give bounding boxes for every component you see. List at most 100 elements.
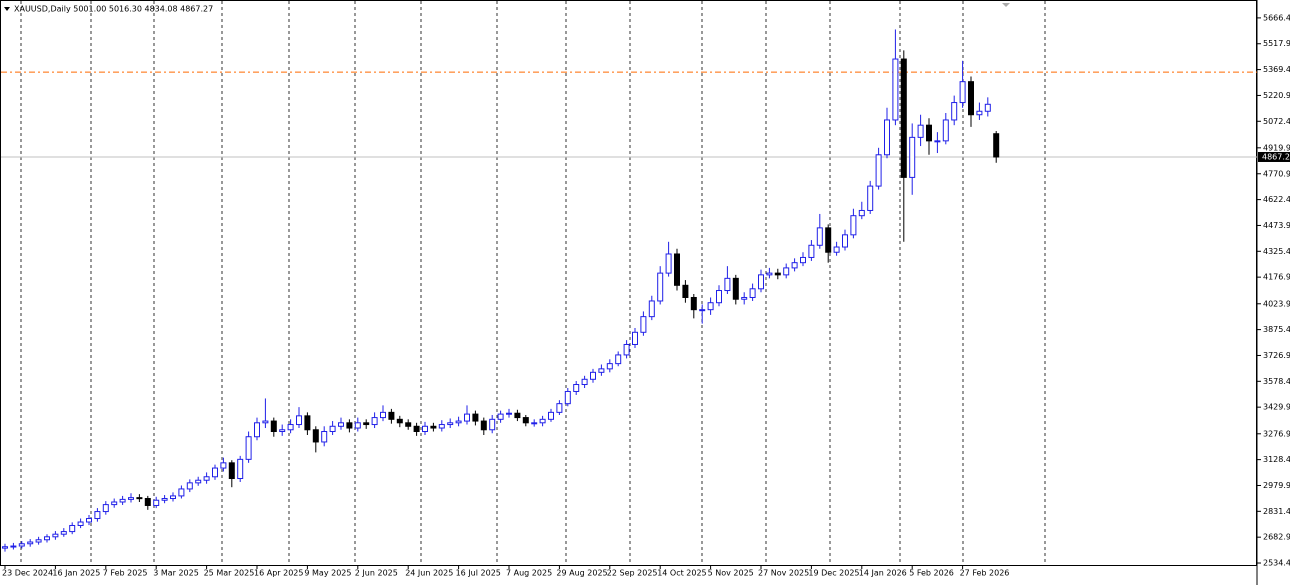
candle-body <box>2 546 8 549</box>
candle-body <box>430 425 437 429</box>
x-tick-label: 29 Aug 2025 <box>556 569 607 578</box>
candle-body <box>657 272 664 302</box>
x-tick-label: 3 Mar 2025 <box>153 569 199 578</box>
candle-body <box>388 411 395 420</box>
x-tick-label: 14 Jan 2026 <box>859 569 907 578</box>
x-tick-label: 24 Jun 2025 <box>405 569 453 578</box>
y-tick-label: 4919.90 <box>1263 143 1290 152</box>
candle-body <box>825 227 832 253</box>
candle-body <box>60 531 67 535</box>
candle-body <box>94 511 101 520</box>
candle-body <box>136 497 143 500</box>
candle-body <box>791 262 798 269</box>
candle-body <box>606 363 613 370</box>
candle-body <box>480 420 487 431</box>
x-tick-label: 7 Feb 2025 <box>103 569 148 578</box>
y-tick-label: 3875.40 <box>1263 325 1290 334</box>
candle-body <box>758 274 764 290</box>
candle-body <box>270 420 277 433</box>
candle-body <box>573 384 580 392</box>
x-tick-label: 22 Sep 2025 <box>607 569 658 578</box>
candle-body <box>556 403 563 413</box>
candle-body <box>850 215 857 236</box>
candle-body <box>77 521 84 526</box>
candle-body <box>228 462 235 479</box>
candle-body <box>69 524 76 533</box>
candle-body <box>833 246 840 253</box>
x-tick-label: 14 Oct 2025 <box>657 569 706 578</box>
candle-body <box>287 424 294 431</box>
x-tick-label: 25 Mar 2025 <box>204 569 255 578</box>
x-tick-label: 27 Feb 2026 <box>960 569 1010 578</box>
candle-body <box>438 424 445 429</box>
candle-body <box>195 479 202 484</box>
candle-body <box>522 417 529 424</box>
chart-title: XAUUSD,Daily 5001.00 5016.30 4834.08 486… <box>14 5 213 14</box>
plot-frame <box>0 0 1257 566</box>
candle-body <box>984 103 991 112</box>
candle-body <box>598 368 605 373</box>
candle-body <box>548 411 554 420</box>
candle-body <box>564 390 571 405</box>
candle-body <box>808 244 815 258</box>
candle-body <box>707 302 714 311</box>
candle-body <box>464 413 470 422</box>
candle-body <box>254 422 260 438</box>
candle-body <box>682 284 689 298</box>
candle-body <box>220 462 227 469</box>
candle-body <box>531 422 538 425</box>
y-tick-label: 3128.40 <box>1263 455 1290 464</box>
shift-marker <box>1002 3 1010 7</box>
menu-icon <box>4 7 10 11</box>
candle-body <box>842 234 848 248</box>
candle-body <box>371 417 378 426</box>
candle-body <box>615 354 622 365</box>
candle-body <box>909 136 916 178</box>
y-tick-label: 3276.90 <box>1263 429 1290 438</box>
y-tick-label: 2682.90 <box>1263 533 1290 542</box>
candle-body <box>951 102 958 121</box>
candle-body <box>44 536 50 541</box>
y-tick-label: 4023.90 <box>1263 299 1290 308</box>
y-tick-label: 2979.90 <box>1263 481 1290 490</box>
y-tick-label: 4176.90 <box>1263 273 1290 282</box>
candle-body <box>724 277 731 292</box>
candle-body <box>186 482 193 490</box>
candle-body <box>741 296 748 300</box>
candle-body <box>161 498 168 501</box>
candle-body <box>632 331 638 345</box>
x-tick-label: 7 Aug 2025 <box>506 569 552 578</box>
candle-body <box>203 476 210 481</box>
candle-body <box>312 429 319 443</box>
x-tick-label: 27 Nov 2025 <box>758 569 809 578</box>
y-tick-label: 5220.90 <box>1263 91 1290 100</box>
candle-body <box>354 422 361 429</box>
candle-body <box>934 140 941 143</box>
candle-body <box>926 124 932 142</box>
candle-body <box>875 154 882 187</box>
y-tick-label: 5369.40 <box>1263 65 1290 74</box>
candle-body <box>472 413 479 422</box>
candle-body <box>884 119 890 156</box>
candle-body <box>153 499 160 506</box>
candle-body <box>111 501 118 506</box>
candle-body <box>976 110 983 116</box>
candle-body <box>405 422 412 427</box>
candle-body <box>10 545 17 548</box>
candle-body <box>716 290 722 304</box>
candle-body <box>774 272 781 276</box>
candle-body <box>900 58 907 178</box>
candle-body <box>766 272 773 276</box>
candle-body <box>590 371 596 380</box>
candle-body <box>623 343 630 356</box>
candle-body <box>245 436 252 460</box>
candle-body <box>690 296 697 311</box>
candle-body <box>640 316 647 333</box>
candle-body <box>329 425 336 433</box>
x-tick-label: 16 Jul 2025 <box>456 569 501 578</box>
y-tick-label: 3578.40 <box>1263 377 1290 386</box>
candle-body <box>128 497 134 500</box>
y-tick-label: 2534.40 <box>1263 559 1290 568</box>
y-tick-label: 4770.90 <box>1263 169 1290 178</box>
x-tick-label: 23 Dec 2024 <box>2 569 53 578</box>
